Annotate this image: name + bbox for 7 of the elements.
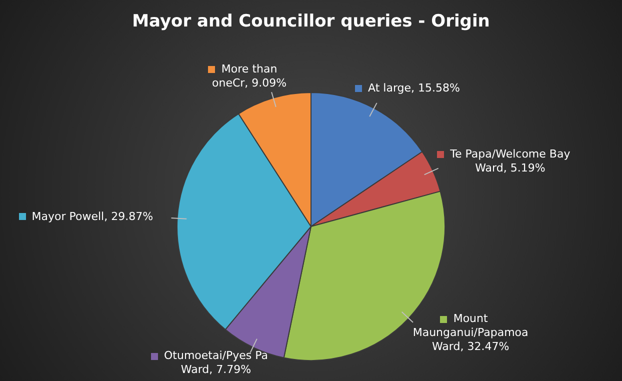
legend-label: Mayor Powell, 29.87%	[32, 210, 154, 223]
chart-title: Mayor and Councillor queries - Origin	[132, 11, 490, 32]
legend-label: At large, 15.58%	[368, 82, 460, 95]
legend-label: Otumoetai/Pyes Pa Ward, 7.79%	[164, 348, 268, 376]
legend-label: Te Papa/Welcome Bay Ward, 5.19%	[449, 148, 571, 175]
legend-label: More than oneCr, 9.09%	[212, 62, 287, 90]
slice-label: Mount Maunganui/Papamoa Ward, 32.47%	[412, 312, 528, 354]
